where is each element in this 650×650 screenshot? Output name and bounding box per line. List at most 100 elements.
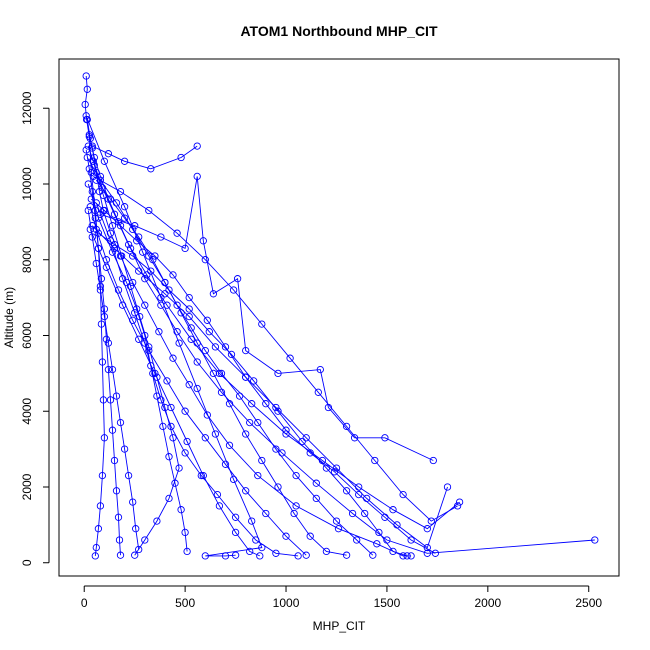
series-10 [92,199,302,560]
data-point [294,552,302,560]
series-line [92,145,198,170]
data-point [92,543,100,552]
series-line [95,179,374,556]
data-point [147,165,155,173]
data-point [106,195,115,203]
data-point [157,293,165,302]
series-line [89,229,260,557]
data-point [375,528,383,537]
data-point [423,525,431,533]
data-point [407,552,415,560]
data-point [254,471,262,480]
data-point [82,146,90,154]
series-line [87,210,140,550]
data-point [88,187,96,196]
x-tick-label: 2000 [474,596,501,610]
data-point [348,509,357,518]
data-point [306,532,314,540]
data-point [83,153,91,162]
data-point [407,536,415,544]
data-point [135,267,143,275]
data-point [455,498,464,506]
data-point [211,430,220,438]
data-point [427,517,435,525]
data-point [81,100,89,109]
series-line [87,183,188,552]
data-point [169,434,177,442]
data-point [85,165,93,173]
data-point [274,369,282,378]
data-point [169,354,177,362]
plot-frame [58,58,620,577]
data-point [153,392,161,400]
data-point [94,214,103,222]
data-point [225,441,234,449]
data-point [181,407,189,415]
data-point [429,456,437,465]
data-point [193,172,201,181]
series-18 [92,176,377,559]
data-point [84,206,92,215]
series-line [85,115,263,557]
data-point [342,487,351,495]
data-point [100,157,109,165]
data-point [312,494,320,503]
data-point [193,384,201,393]
data-point [248,400,256,408]
data-point [334,525,343,533]
data-point [591,536,599,544]
x-tick-label: 1000 [273,596,300,610]
data-point [106,396,115,404]
data-point [389,547,397,556]
data-point [431,549,440,557]
data-point [187,324,195,332]
x-tick-label: 0 [81,596,88,610]
data-point [136,312,144,321]
data-point [173,229,181,237]
data-point [217,369,226,378]
data-point [262,400,270,408]
x-axis: 0 500 1000 1500 2000 2500 [81,585,602,610]
data-point [185,305,193,313]
data-point [302,551,310,559]
data-point [126,244,135,253]
data-point [155,328,163,336]
data-point [116,551,125,559]
data-point [132,525,140,533]
y-axis: 0 2000 4000 6000 8000 10000 12000 [20,91,50,566]
data-point [126,282,135,290]
data-point [94,525,103,533]
data-point [258,456,266,465]
data-point [181,449,189,457]
data-point [350,434,359,442]
data-point [102,335,111,343]
data-point [86,203,94,211]
data-point [201,552,209,560]
data-point [163,377,171,385]
data-point [88,222,96,230]
data-point [98,358,107,366]
data-point [205,328,213,336]
data-point [169,271,177,279]
data-point [87,168,95,177]
data-point [298,437,306,446]
data-point [193,142,201,150]
data-point [246,547,254,556]
data-point [96,502,105,510]
data-point [104,339,113,347]
data-point [165,453,173,461]
data-point [88,233,96,241]
data-point [85,131,93,139]
data-point [262,509,270,518]
data-point [353,536,361,544]
data-point [131,551,139,559]
data-point [92,259,100,268]
data-point [82,112,90,120]
data-point [90,161,98,169]
series-line [86,119,595,554]
series-line [91,198,436,554]
data-point [248,517,256,525]
data-point [94,229,103,237]
data-point [322,547,331,556]
